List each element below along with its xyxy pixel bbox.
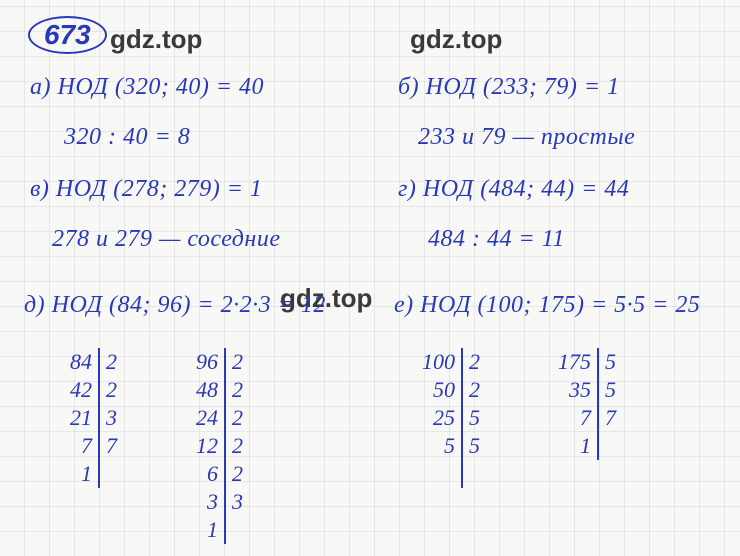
- line-4: в) НОД (278; 279) = 1: [30, 176, 262, 203]
- factor-value: 3: [106, 404, 117, 432]
- factor-value: [106, 460, 112, 488]
- factor-value: 2: [106, 348, 117, 376]
- factor-value: 5: [444, 432, 455, 460]
- line-6: 278 и 279 — соседние: [52, 226, 280, 253]
- factorization-left-col: 10050255: [422, 348, 463, 488]
- line-0: а) НОД (320; 40) = 40: [30, 74, 264, 101]
- factor-value: 3: [207, 488, 218, 516]
- factor-value: 100: [422, 348, 455, 376]
- factor-value: 7: [81, 432, 92, 460]
- factorization-right-col: 2255: [463, 348, 480, 488]
- factorization-1: 96482412631222223: [196, 348, 243, 544]
- factor-value: 5: [605, 376, 616, 404]
- factor-value: 5: [469, 432, 480, 460]
- factor-value: 2: [232, 432, 243, 460]
- factor-value: 5: [469, 404, 480, 432]
- factor-value: 2: [469, 348, 480, 376]
- line-9: е) НОД (100; 175) = 5·5 = 25: [394, 292, 700, 319]
- factor-value: 1: [580, 432, 591, 460]
- factorization-3: 1753571557: [558, 348, 616, 460]
- factorization-right-col: 2237: [100, 348, 117, 488]
- factor-value: 25: [433, 404, 455, 432]
- factor-value: 96: [196, 348, 218, 376]
- factorization-left-col: 1753571: [558, 348, 599, 460]
- factor-value: 50: [433, 376, 455, 404]
- factor-value: 3: [232, 488, 243, 516]
- factor-value: 5: [605, 348, 616, 376]
- problem-number: 673: [28, 16, 107, 54]
- factor-value: 2: [232, 460, 243, 488]
- line-8: д) НОД (84; 96) = 2·2·3 = 12: [24, 292, 326, 319]
- factor-value: 2: [232, 404, 243, 432]
- factor-value: 1: [81, 460, 92, 488]
- factor-value: 84: [70, 348, 92, 376]
- line-2: 320 : 40 = 8: [64, 124, 190, 151]
- line-1: б) НОД (233; 79) = 1: [398, 74, 620, 101]
- factor-value: 24: [196, 404, 218, 432]
- factor-value: 2: [232, 348, 243, 376]
- factor-value: 48: [196, 376, 218, 404]
- factor-value: 7: [580, 404, 591, 432]
- factor-value: 7: [106, 432, 117, 460]
- factorization-right-col: 557: [599, 348, 616, 460]
- factorization-right-col: 222223: [226, 348, 243, 544]
- factor-value: 42: [70, 376, 92, 404]
- factor-value: [605, 432, 611, 460]
- watermark-0: gdz.top: [110, 24, 202, 55]
- factor-value: [469, 460, 475, 488]
- factor-value: [450, 460, 456, 488]
- factor-value: 175: [558, 348, 591, 376]
- line-7: 484 : 44 = 11: [428, 226, 565, 253]
- factorization-left-col: 84422171: [70, 348, 100, 488]
- factor-value: 6: [207, 460, 218, 488]
- line-3: 233 и 79 — простые: [418, 124, 635, 151]
- line-5: г) НОД (484; 44) = 44: [398, 176, 629, 203]
- factorization-left-col: 96482412631: [196, 348, 226, 544]
- factor-value: 21: [70, 404, 92, 432]
- factor-value: 35: [569, 376, 591, 404]
- factorization-0: 844221712237: [70, 348, 117, 488]
- factor-value: 7: [605, 404, 616, 432]
- factor-value: 2: [469, 376, 480, 404]
- factor-value: 2: [106, 376, 117, 404]
- factorization-2: 10050255 2255: [422, 348, 480, 488]
- factor-value: 12: [196, 432, 218, 460]
- watermark-1: gdz.top: [410, 24, 502, 55]
- factor-value: [232, 516, 238, 544]
- factor-value: 1: [207, 516, 218, 544]
- factor-value: 2: [232, 376, 243, 404]
